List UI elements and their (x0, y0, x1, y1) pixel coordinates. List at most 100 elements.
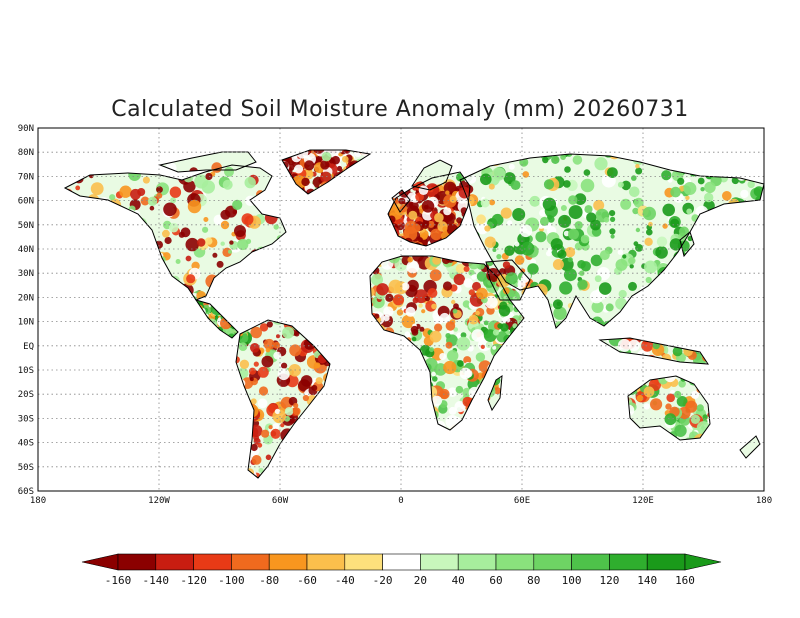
lon-tick-label: 60E (514, 496, 530, 506)
anomaly-cell (468, 289, 475, 296)
colorbar-swatch (457, 553, 497, 571)
anomaly-cell (314, 362, 321, 369)
anomaly-cell (312, 150, 325, 154)
anomaly-cell (163, 202, 177, 217)
anomaly-cell (445, 341, 453, 349)
anomaly-cell (253, 361, 259, 367)
anomaly-cell (722, 191, 732, 201)
anomaly-cell (676, 396, 688, 407)
anomaly-cell (635, 164, 640, 169)
anomaly-cell (670, 218, 680, 228)
anomaly-cell (274, 408, 281, 415)
anomaly-cell (257, 366, 269, 378)
anomaly-cell (636, 394, 644, 402)
coastline (459, 153, 765, 329)
anomaly-cell (164, 236, 172, 245)
anomaly-cell (398, 197, 406, 205)
anomaly-cell (451, 299, 456, 305)
anomaly-cell (557, 249, 567, 259)
anomaly-cell (731, 176, 740, 185)
coastline (411, 159, 453, 191)
colorbar-under-arrow (81, 553, 119, 571)
lat-tick-label: 30N (18, 269, 34, 279)
anomaly-cell (203, 217, 209, 222)
anomaly-cell (617, 181, 624, 188)
anomaly-cell (447, 387, 458, 398)
anomaly-cell (464, 369, 473, 378)
colorbar-over-arrow (684, 553, 722, 571)
anomaly-cell (304, 160, 315, 171)
anomaly-cell (492, 345, 497, 350)
anomaly-cell (147, 196, 158, 206)
anomaly-cell (421, 309, 426, 314)
anomaly-cell (475, 310, 480, 316)
coastlines (63, 149, 765, 479)
anomaly-cell (665, 403, 672, 410)
anomaly-cell (522, 171, 530, 178)
anomaly-cell (169, 186, 182, 198)
lat-tick-label: 60N (18, 197, 34, 207)
anomaly-cell (643, 403, 650, 410)
anomaly-cell (109, 194, 116, 201)
anomaly-cell (259, 323, 269, 332)
anomaly-cell (434, 323, 443, 332)
coastline (158, 151, 257, 173)
coastline (679, 231, 695, 258)
anomaly-cell (257, 398, 268, 409)
anomaly-cell (503, 172, 516, 185)
anomaly-cell (610, 234, 615, 239)
anomaly-cell (484, 225, 491, 232)
anomaly-cell (580, 234, 590, 244)
anomaly-cell (674, 424, 687, 437)
anomaly-cell (583, 169, 591, 176)
lat-tick-label: 20S (18, 390, 34, 400)
anomaly-cell (610, 216, 616, 222)
anomaly-cell (564, 166, 571, 173)
anomaly-cell (590, 254, 603, 267)
anomaly-cell (268, 425, 273, 430)
anomaly-cell (500, 323, 509, 332)
anomaly-cell (747, 180, 755, 189)
anomaly-cell (508, 163, 515, 170)
anomaly-cell (632, 207, 639, 215)
anomaly-cell (598, 282, 612, 295)
colorbar-swatch (193, 553, 232, 571)
anomaly-cell (178, 231, 185, 238)
lat-tick-label: 70N (18, 172, 34, 182)
anomaly-cell (421, 200, 435, 213)
colorbar-swatch (420, 553, 459, 571)
coastline (487, 375, 503, 412)
anomaly-cell (514, 241, 520, 247)
anomaly-cell (697, 177, 705, 185)
anomaly-cell (220, 241, 225, 246)
colorbar-tick-label: 80 (527, 574, 540, 587)
colorbar-tick-label: -80 (259, 574, 279, 587)
anomaly-cell (187, 199, 202, 214)
lat-tick-label: 20N (18, 293, 34, 303)
anomaly-cell (485, 295, 498, 309)
anomaly-cell (238, 342, 248, 352)
anomaly-cell (429, 330, 442, 343)
anomaly-cell (594, 157, 608, 171)
anomaly-cell (412, 297, 419, 304)
anomaly-cell (293, 402, 299, 409)
anomaly-cell (156, 186, 163, 194)
anomaly-cell (492, 167, 506, 181)
anomaly-cell (424, 296, 430, 302)
anomaly-cell (628, 339, 640, 351)
anomaly-cell (142, 176, 150, 184)
anomaly-cell (629, 264, 634, 269)
anomaly-cell (631, 175, 637, 181)
anomaly-cell (591, 300, 604, 313)
anomaly-cell (629, 186, 640, 198)
anomaly-cell (535, 231, 547, 243)
anomaly-cell (408, 210, 418, 220)
lat-tick-label: 50N (18, 221, 34, 231)
anomaly-cell (655, 246, 668, 259)
coastline (387, 171, 471, 247)
anomaly-cell (205, 237, 213, 245)
anomaly-cell (320, 160, 330, 170)
anomaly-cell (284, 407, 294, 416)
anomaly-cell (170, 197, 177, 204)
lat-tick-label: 40S (18, 439, 34, 449)
